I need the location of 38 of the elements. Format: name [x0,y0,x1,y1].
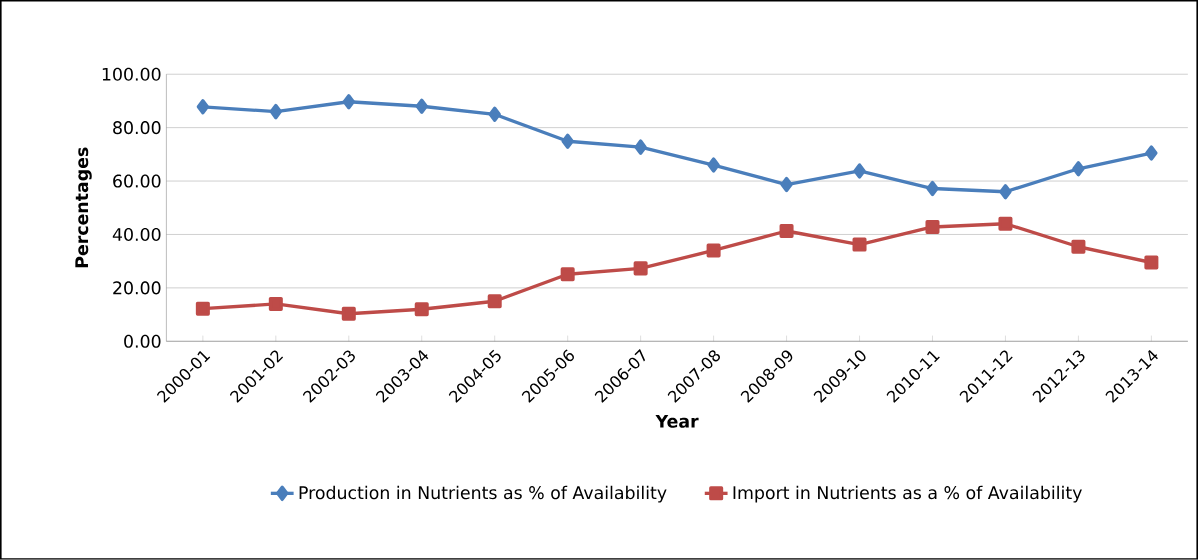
point [269,104,282,120]
y-tick-label: 40.00 [112,228,161,242]
point [341,306,356,321]
point [779,224,794,239]
y-tick-label: 20.00 [113,281,161,295]
point [342,94,355,110]
point [633,261,648,276]
point [195,301,210,316]
point [196,99,210,115]
point [999,184,1012,200]
y-axis-title: Percentages [75,147,92,268]
y-tick-label: 60.00 [113,174,161,188]
point [852,237,867,252]
point [560,267,575,282]
point [853,163,866,179]
legend-label: Import in Nutrients as a % of Availability [733,485,1082,503]
point [707,157,720,173]
y-tick-label: 100.00 [102,67,161,81]
x-axis-title: Year [655,415,699,428]
point [634,139,647,155]
y-tick-label: 80.00 [113,121,161,135]
point [487,294,502,309]
point [925,220,940,235]
y-tick-label: 0.00 [124,334,161,348]
point [926,180,939,197]
point [488,106,501,123]
point [1071,239,1086,254]
point [268,297,283,312]
point [1145,145,1158,161]
point [780,176,793,193]
legend-label: Production in Nutrients as % of Availability [299,485,667,503]
point [998,216,1013,231]
point [706,243,721,258]
point [1072,161,1085,177]
point [1144,255,1159,270]
point [561,133,574,150]
point [415,98,428,115]
point [414,302,429,317]
